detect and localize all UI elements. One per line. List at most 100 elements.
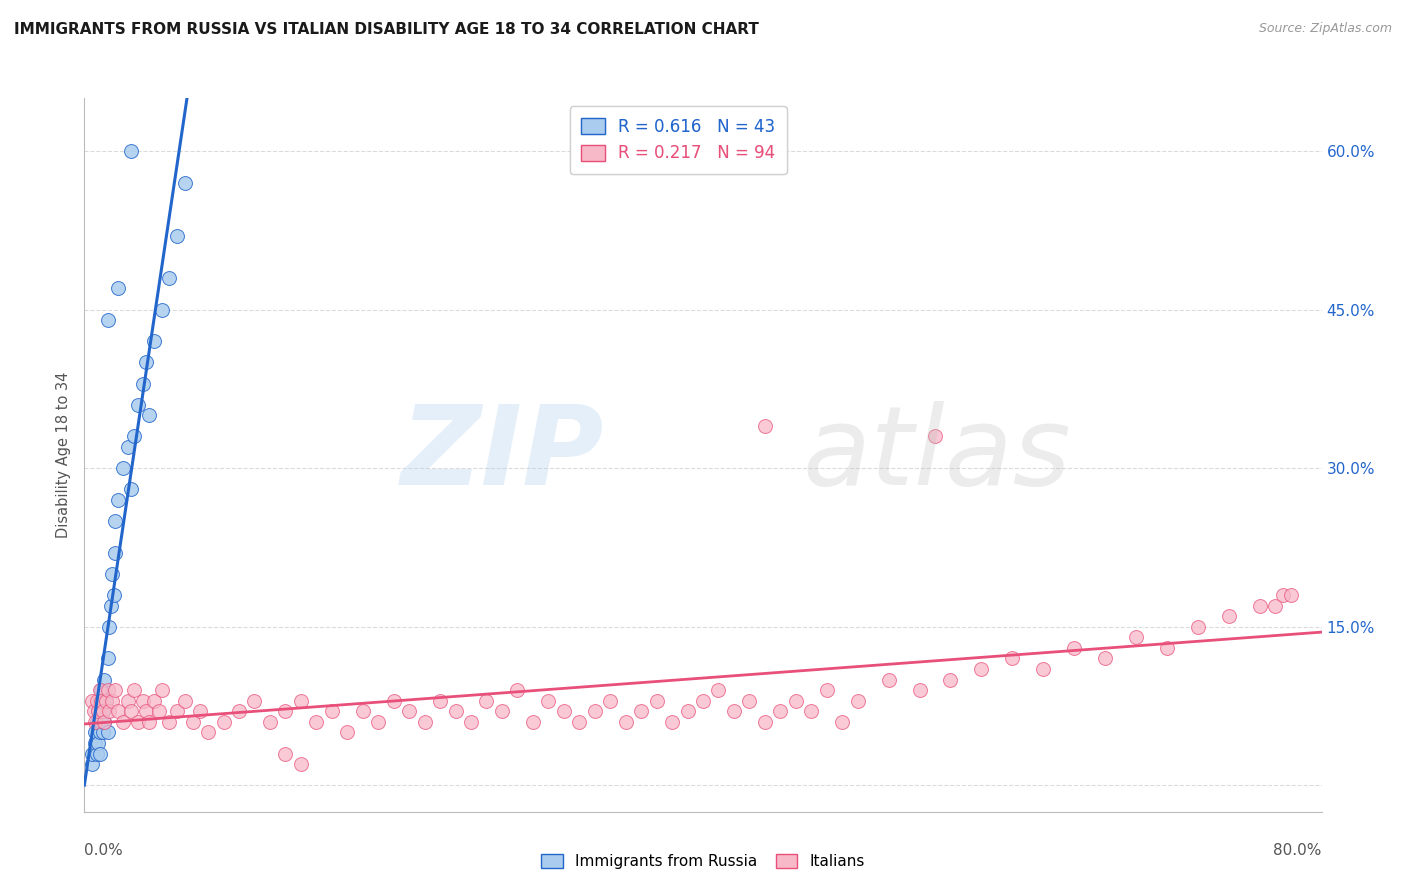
Point xyxy=(846,694,869,708)
Point xyxy=(290,757,312,772)
Point xyxy=(166,228,188,243)
Point xyxy=(104,514,127,528)
Point xyxy=(117,694,139,708)
Point xyxy=(166,704,188,718)
Point xyxy=(128,714,150,729)
Point xyxy=(138,714,160,729)
Point xyxy=(143,694,166,708)
Point xyxy=(188,704,212,718)
Point xyxy=(91,704,114,718)
Point xyxy=(122,429,145,443)
Text: Source: ZipAtlas.com: Source: ZipAtlas.com xyxy=(1258,22,1392,36)
Point xyxy=(924,429,946,443)
Point xyxy=(82,694,104,708)
Point xyxy=(1249,599,1271,613)
Point xyxy=(117,440,139,454)
Point xyxy=(228,704,250,718)
Point xyxy=(132,694,155,708)
Point xyxy=(90,683,112,698)
Point xyxy=(112,461,135,475)
Point xyxy=(98,620,121,634)
Point xyxy=(815,683,838,698)
Point xyxy=(1156,640,1178,655)
Point xyxy=(93,673,115,687)
Point xyxy=(336,725,359,739)
Point xyxy=(138,409,160,423)
Point xyxy=(800,704,823,718)
Point xyxy=(553,704,575,718)
Point xyxy=(159,714,181,729)
Point xyxy=(274,704,297,718)
Text: 80.0%: 80.0% xyxy=(1274,843,1322,858)
Point xyxy=(94,694,117,708)
Point xyxy=(522,714,544,729)
Legend: R = 0.616   N = 43, R = 0.217   N = 94: R = 0.616 N = 43, R = 0.217 N = 94 xyxy=(569,106,787,174)
Point xyxy=(723,704,745,718)
Point xyxy=(91,704,114,718)
Point xyxy=(94,694,117,708)
Point xyxy=(614,714,637,729)
Point xyxy=(676,704,699,718)
Point xyxy=(382,694,405,708)
Point xyxy=(112,714,135,729)
Point xyxy=(97,651,120,665)
Point xyxy=(460,714,482,729)
Point xyxy=(174,176,197,190)
Point xyxy=(754,418,776,433)
Point xyxy=(90,714,112,729)
Point xyxy=(101,566,124,581)
Point xyxy=(120,483,142,497)
Point xyxy=(506,683,529,698)
Point xyxy=(568,714,591,729)
Point xyxy=(645,694,668,708)
Text: atlas: atlas xyxy=(801,401,1070,508)
Point xyxy=(89,694,111,708)
Point xyxy=(274,747,297,761)
Point xyxy=(150,683,173,698)
Point xyxy=(103,588,125,602)
Point xyxy=(150,302,173,317)
Point xyxy=(197,725,219,739)
Point xyxy=(97,313,120,327)
Point xyxy=(259,714,281,729)
Point xyxy=(104,683,127,698)
Point xyxy=(93,714,115,729)
Point xyxy=(107,492,129,507)
Point xyxy=(104,546,127,560)
Point xyxy=(84,714,107,729)
Point xyxy=(122,683,145,698)
Point xyxy=(174,694,197,708)
Point xyxy=(243,694,266,708)
Text: 0.0%: 0.0% xyxy=(84,843,124,858)
Point xyxy=(120,144,142,158)
Point xyxy=(290,694,312,708)
Point xyxy=(82,757,104,772)
Point xyxy=(128,398,150,412)
Point xyxy=(89,747,111,761)
Point xyxy=(87,704,110,718)
Point xyxy=(159,270,181,285)
Point xyxy=(367,714,389,729)
Point xyxy=(98,704,121,718)
Point xyxy=(107,281,129,295)
Point xyxy=(148,704,170,718)
Point xyxy=(86,694,108,708)
Point xyxy=(769,704,792,718)
Point xyxy=(429,694,451,708)
Point xyxy=(939,673,962,687)
Point xyxy=(321,704,343,718)
Point xyxy=(630,704,652,718)
Point xyxy=(1264,599,1286,613)
Y-axis label: Disability Age 18 to 34: Disability Age 18 to 34 xyxy=(56,372,72,538)
Point xyxy=(87,704,110,718)
Point xyxy=(1218,609,1240,624)
Point xyxy=(97,683,120,698)
Point xyxy=(107,704,129,718)
Point xyxy=(1094,651,1116,665)
Point xyxy=(754,714,776,729)
Point xyxy=(738,694,761,708)
Point xyxy=(1187,620,1209,634)
Point xyxy=(537,694,560,708)
Point xyxy=(89,683,111,698)
Point xyxy=(1063,640,1085,655)
